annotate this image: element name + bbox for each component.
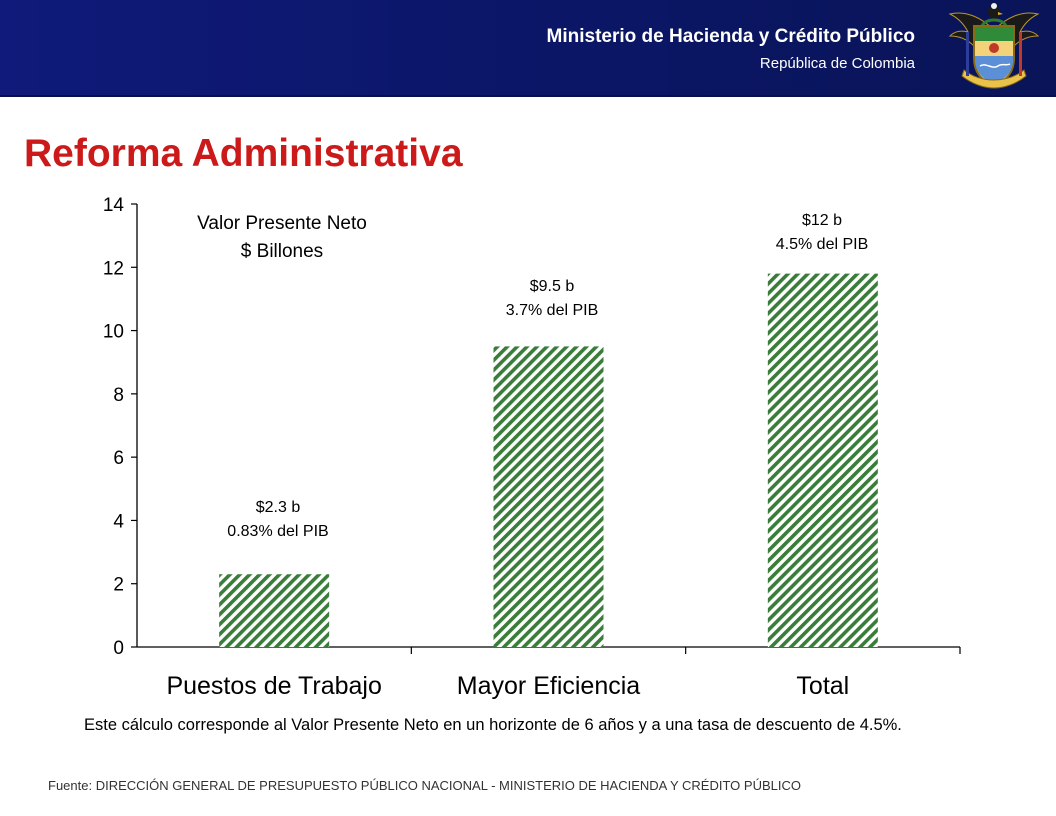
bar-annotation-2-pib: 4.5% del PIB <box>775 236 869 253</box>
y-tick-label: 4 <box>113 511 124 532</box>
page-title: Reforma Administrativa <box>24 132 463 175</box>
bar-annotation-2: $12 b 4.5% del PIB <box>722 209 922 257</box>
y-tick-label: 8 <box>113 385 124 406</box>
bar-annotation-2-value: $12 b <box>801 212 843 229</box>
country-name: República de Colombia <box>759 55 915 72</box>
chart-unit-label: Valor Presente Neto $ Billones <box>162 210 402 266</box>
y-tick-label: 0 <box>113 638 124 659</box>
source-note: Fuente: DIRECCIÓN GENERAL DE PRESUPUESTO… <box>48 778 801 793</box>
calculation-note: Este cálculo corresponde al Valor Presen… <box>84 716 902 734</box>
y-tick-label: 10 <box>103 322 124 343</box>
chart-unit-line-2: $ Billones <box>240 241 324 262</box>
coat-of-arms-icon <box>948 3 1040 89</box>
bar-annotation-0-value: $2.3 b <box>255 499 301 516</box>
chart-unit-line-1: Valor Presente Neto <box>197 213 367 234</box>
x-tick-label: Mayor Eficiencia <box>457 672 640 700</box>
y-tick-label: 14 <box>103 195 125 216</box>
bar-annotation-0-pib: 0.83% del PIB <box>227 523 329 540</box>
bar-annotation-1-value: $9.5 b <box>529 278 575 295</box>
bar-1 <box>493 346 604 647</box>
bar-annotation-1-pib: 3.7% del PIB <box>505 302 599 319</box>
bar-0 <box>219 574 330 647</box>
ministry-name: Ministerio de Hacienda y Crédito Público <box>546 26 915 47</box>
y-tick-label: 2 <box>113 575 124 596</box>
bar-annotation-0: $2.3 b 0.83% del PIB <box>178 496 378 544</box>
y-tick-label: 12 <box>103 258 124 279</box>
x-tick-label: Total <box>796 672 849 700</box>
bar-2 <box>767 273 878 647</box>
y-tick-label: 6 <box>113 448 124 469</box>
x-tick-label: Puestos de Trabajo <box>166 672 381 700</box>
header-banner: Ministerio de Hacienda y Crédito Público… <box>0 0 1056 97</box>
bar-annotation-1: $9.5 b 3.7% del PIB <box>452 275 652 323</box>
